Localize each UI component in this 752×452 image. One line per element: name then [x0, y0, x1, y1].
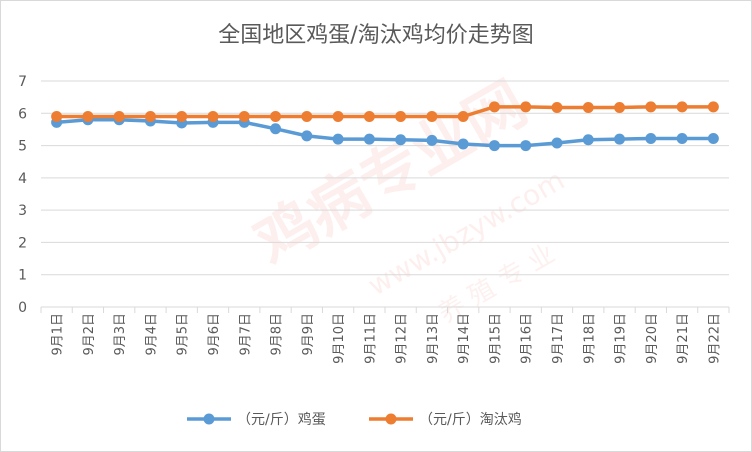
data-point — [582, 134, 594, 146]
x-tick-label: 9月13日 — [426, 313, 441, 364]
data-point — [332, 111, 344, 123]
x-tick-label: 9月1日 — [51, 313, 66, 356]
x-tick-label: 9月10日 — [332, 313, 347, 364]
data-point — [270, 111, 282, 123]
legend-label: （元/斤）淘汰鸡 — [419, 411, 522, 428]
x-tick-label: 9月21日 — [676, 313, 691, 364]
data-point — [676, 132, 688, 144]
data-point — [270, 123, 282, 135]
y-axis: 0 1 2 3 4 5 6 7 — [18, 74, 27, 316]
y-tick-label: 0 — [18, 300, 27, 316]
x-tick-label: 9月4日 — [144, 313, 159, 356]
data-point — [363, 111, 375, 123]
y-tick-label: 6 — [18, 106, 27, 122]
x-tick-label: 9月2日 — [82, 313, 97, 356]
x-tick-label: 9月20日 — [645, 313, 660, 364]
data-point — [82, 111, 94, 123]
legend-item: （元/斤）淘汰鸡 — [369, 411, 522, 428]
legend-item: （元/斤）鸡蛋 — [187, 411, 326, 428]
data-point — [645, 101, 657, 113]
data-point — [113, 111, 125, 123]
legend-swatch-marker — [203, 413, 215, 425]
data-point — [363, 133, 375, 145]
x-tick-label: 9月7日 — [238, 313, 253, 356]
x-tick-label: 9月22日 — [707, 313, 722, 364]
data-point — [176, 111, 188, 123]
series-layer — [51, 101, 719, 152]
y-tick-label: 7 — [18, 74, 27, 90]
data-point — [207, 111, 219, 123]
x-tick-label: 9月6日 — [207, 313, 222, 356]
y-tick-label: 2 — [18, 235, 27, 251]
data-point — [426, 111, 438, 123]
data-point — [238, 111, 250, 123]
data-point — [426, 134, 438, 146]
data-point — [614, 101, 626, 113]
data-point — [614, 133, 626, 145]
data-point — [551, 101, 563, 113]
data-point — [395, 111, 407, 123]
series-line — [54, 117, 716, 148]
x-tick-label: 9月15日 — [488, 313, 503, 364]
x-tick-label: 9月12日 — [395, 313, 410, 364]
series-line — [54, 105, 716, 119]
data-point — [488, 140, 500, 152]
y-tick-label: 5 — [18, 139, 27, 155]
x-tick-label: 9月9日 — [301, 313, 316, 356]
x-axis: 9月1日 9月2日 9月3日 9月4日 9月5日 9月6日 9月7日 9月8日 9月9日 9月10… — [40, 307, 730, 364]
data-point — [301, 130, 313, 142]
y-tick-label: 3 — [18, 203, 27, 219]
x-tick-label: 9月5日 — [176, 313, 191, 356]
x-tick-label: 9月16日 — [520, 313, 535, 364]
data-point — [301, 111, 313, 123]
y-tick-label: 1 — [18, 268, 27, 284]
y-tick-label: 4 — [18, 171, 27, 187]
x-tick-label: 9月3日 — [113, 313, 128, 356]
data-point — [582, 101, 594, 113]
series-group — [51, 101, 719, 123]
data-point — [520, 140, 532, 152]
data-point — [707, 101, 719, 113]
data-point — [144, 111, 156, 123]
legend-swatch-marker — [385, 413, 397, 425]
data-point — [457, 111, 469, 123]
legend-label: （元/斤）鸡蛋 — [237, 411, 326, 428]
data-point — [395, 134, 407, 146]
x-tick-label: 9月18日 — [582, 313, 597, 364]
x-tick-label: 9月11日 — [363, 313, 378, 364]
x-tick-label: 9月14日 — [457, 313, 472, 364]
data-point — [551, 137, 563, 149]
chart-title: 全国地区鸡蛋/淘汰鸡均价走势图 — [218, 23, 534, 48]
x-tick-label: 9月17日 — [551, 313, 566, 364]
data-point — [332, 133, 344, 145]
data-point — [676, 101, 688, 113]
data-point — [51, 111, 63, 123]
x-tick-label: 9月8日 — [270, 313, 285, 356]
watermark-site-name: 鸡病专业网 — [244, 68, 539, 279]
legend: （元/斤）鸡蛋 （元/斤）淘汰鸡 — [187, 411, 522, 428]
data-point — [488, 101, 500, 113]
x-tick-label: 9月19日 — [614, 313, 629, 364]
data-point — [457, 138, 469, 150]
data-point — [520, 101, 532, 113]
data-point — [707, 132, 719, 144]
data-point — [645, 132, 657, 144]
